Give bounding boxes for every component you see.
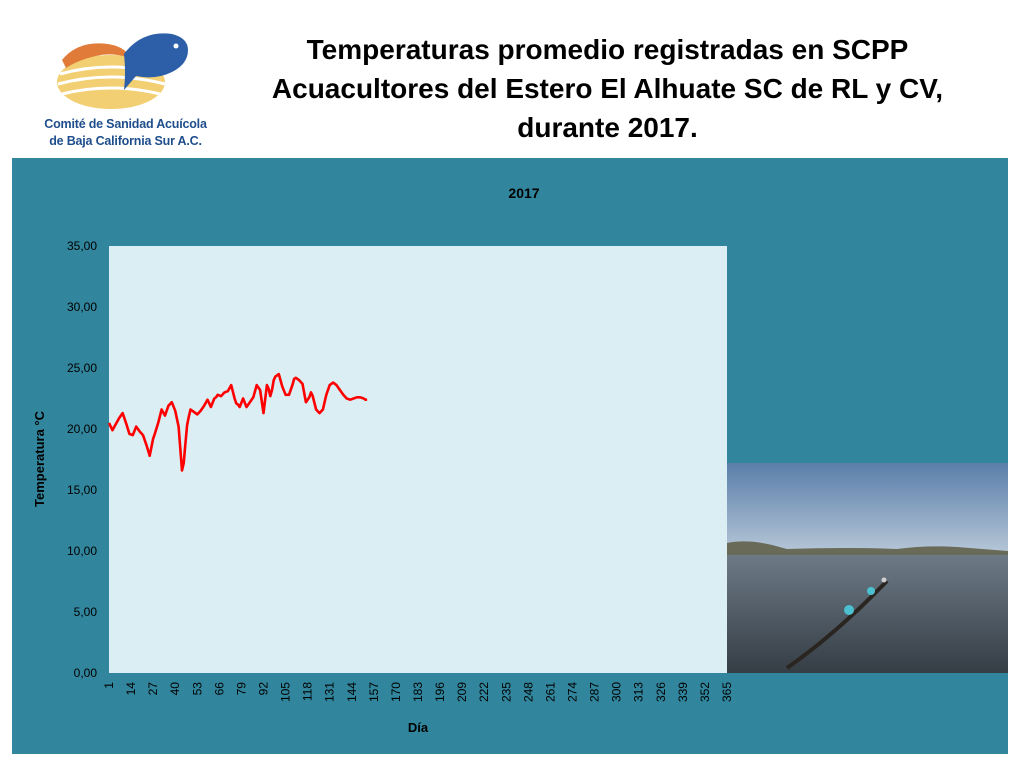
x-tick-label: 326 — [654, 682, 668, 702]
x-tick-label: 183 — [411, 682, 425, 702]
logo-text-line1: Comité de Sanidad Acuícola — [44, 117, 207, 131]
x-tick-label: 157 — [367, 682, 381, 702]
logo-bowl-stripe — [57, 75, 166, 86]
x-tick-label: 339 — [676, 682, 690, 702]
chart-title: 2017 — [508, 185, 539, 201]
slide-title-line3: durante 2017. — [517, 112, 698, 143]
x-tick-label: 248 — [521, 682, 535, 702]
y-tick-label: 15,00 — [67, 483, 97, 497]
x-tick-label: 1 — [102, 682, 116, 689]
series-layer — [107, 372, 368, 472]
x-tick-label: 92 — [257, 682, 271, 696]
logo — [57, 33, 188, 109]
y-tick-label: 25,00 — [67, 361, 97, 375]
x-tick-label: 144 — [345, 682, 359, 702]
x-tick-label: 196 — [433, 682, 447, 702]
x-tick-label: 131 — [323, 682, 337, 702]
slide-title-line1: Temperaturas promedio registradas en SCP… — [306, 34, 909, 65]
x-tick-label: 274 — [566, 682, 580, 702]
slide-title: Temperaturas promedio registradas en SCP… — [240, 30, 975, 147]
logo-text-line2: de Baja California Sur A.C. — [49, 134, 202, 148]
x-tick-label: 79 — [234, 682, 248, 696]
y-tick-label: 5,00 — [74, 605, 98, 619]
shrimp-icon — [62, 43, 130, 68]
temperature-chart: 2017 0,00 5,00 10,00 15,00 20,00 25,00 30,00 35… — [32, 185, 734, 735]
y-tick-label: 20,00 — [67, 422, 97, 436]
x-tick-label: 365 — [720, 682, 734, 702]
x-tick-label: 222 — [477, 682, 491, 702]
buoy-icon — [881, 577, 887, 583]
photo-sky — [727, 463, 1008, 555]
x-tick-label: 287 — [588, 682, 602, 702]
photo-rope-line — [785, 579, 889, 670]
estuary-photo — [727, 463, 1008, 673]
y-tick-label: 0,00 — [74, 666, 98, 680]
logo-bowl-stripe — [61, 86, 161, 96]
temperature-series-line — [107, 372, 368, 472]
x-tick-label: 235 — [499, 682, 513, 702]
chart-panel: 2017 0,00 5,00 10,00 15,00 20,00 25,00 30,00 35… — [12, 158, 1008, 754]
x-tick-label: 27 — [146, 682, 160, 696]
fish-icon — [124, 33, 188, 90]
x-tick-label: 105 — [279, 682, 293, 702]
y-tick-label: 35,00 — [67, 239, 97, 253]
x-tick-label: 66 — [212, 682, 226, 696]
plot-area — [109, 246, 727, 673]
y-tick-label: 10,00 — [67, 544, 97, 558]
fish-eye-icon — [173, 43, 179, 49]
buoy-icon — [867, 587, 875, 595]
y-axis-label: Temperatura °C — [32, 410, 47, 507]
x-tick-label: 40 — [168, 682, 182, 696]
x-tick-label: 209 — [455, 682, 469, 702]
y-tick-label: 30,00 — [67, 300, 97, 314]
y-axis: 0,00 5,00 10,00 15,00 20,00 25,00 30,00 35,00 — [67, 239, 97, 680]
x-tick-label: 53 — [190, 682, 204, 696]
photo-shoreline — [727, 541, 1008, 559]
slide-title-line2: Acuacultores del Estero El Alhuate SC de… — [271, 73, 944, 104]
x-axis: 1 14 27 40 53 66 79 92 105 118 131 144 157 170 183 196 2… — [102, 682, 734, 702]
x-tick-label: 300 — [610, 682, 624, 702]
x-tick-label: 118 — [301, 682, 315, 701]
x-axis-label: Día — [408, 720, 429, 735]
x-tick-label: 313 — [632, 682, 646, 702]
photo-water — [727, 555, 1008, 673]
x-tick-label: 352 — [698, 682, 712, 702]
x-tick-label: 170 — [389, 682, 403, 702]
buoy-icon — [844, 605, 854, 615]
x-tick-label: 14 — [124, 682, 138, 696]
x-tick-label: 261 — [543, 682, 557, 702]
